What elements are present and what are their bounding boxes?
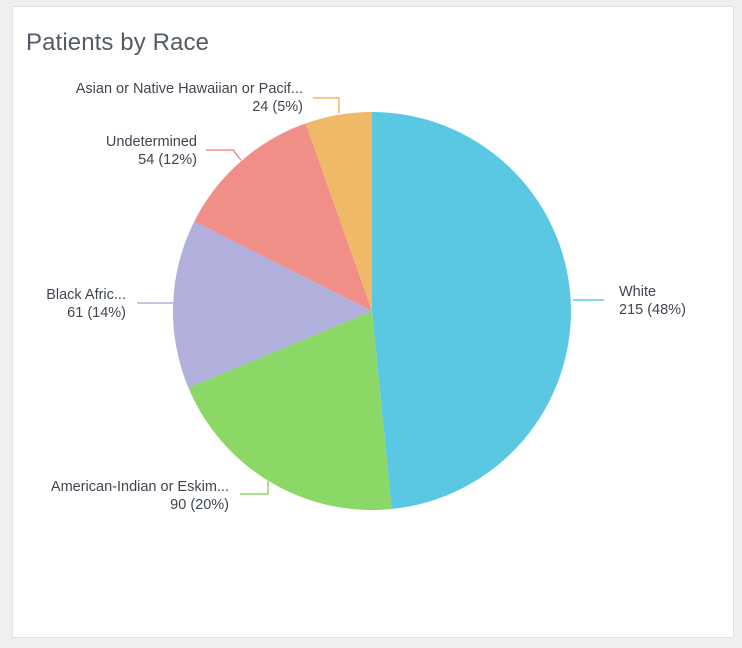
leader-line-american-indian-or-eskimo <box>240 481 269 495</box>
leader-line-undetermined <box>206 149 242 161</box>
slice-value-white: 215 (48%) <box>619 302 686 318</box>
slice-value-black-african-american: 61 (14%) <box>67 305 126 321</box>
pie-slice-asian-or-native-hawaiian-or-pacific-islander[interactable] <box>305 112 372 311</box>
pie-slice-undetermined[interactable] <box>194 123 372 312</box>
slice-label-asian-or-native-hawaiian-or-pacific-islander: Asian or Native Hawaiian or Pacif... <box>76 81 303 97</box>
slice-value-asian-or-native-hawaiian-or-pacific-islander: 24 (5%) <box>252 99 303 115</box>
slice-value-undetermined: 54 (12%) <box>138 152 197 168</box>
pie-slice-black-african-american[interactable] <box>173 221 372 388</box>
slice-label-white: White <box>619 284 656 300</box>
leader-line-asian-or-native-hawaiian-or-pacific-islander <box>313 97 340 113</box>
slice-value-american-indian-or-eskimo: 90 (20%) <box>170 497 229 513</box>
pie-slices <box>173 112 571 510</box>
slice-labels: White 215 (48%) American-Indian or Eskim..… <box>46 81 686 513</box>
pie-slice-white[interactable] <box>372 112 571 510</box>
slice-label-american-indian-or-eskimo: American-Indian or Eskim... <box>51 479 229 495</box>
slice-label-black-african-american: Black Afric... <box>46 287 126 303</box>
pie-slice-american-indian-or-eskimo[interactable] <box>188 311 392 510</box>
leader-lines <box>137 97 604 495</box>
slice-label-undetermined: Undetermined <box>106 134 197 150</box>
chart-title: Patients by Race <box>26 29 210 56</box>
